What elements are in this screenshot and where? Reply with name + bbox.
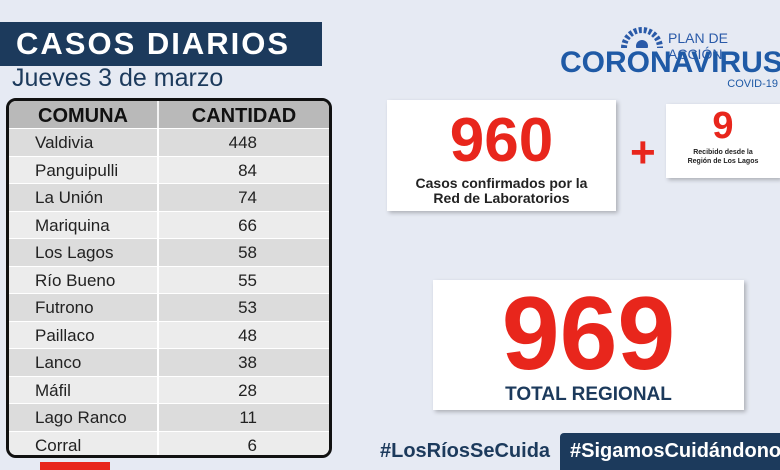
hashtag: #SigamosCuidándonos	[570, 440, 780, 462]
divider	[157, 404, 159, 432]
table-row: Lago Ranco 11	[9, 403, 329, 432]
table-row: Los Lagos 58	[9, 238, 329, 267]
table: COMUNA CANTIDAD Valdivia 448 Panguipulli 84…	[6, 98, 332, 458]
column-header: CANTIDAD	[159, 101, 329, 128]
divider	[157, 156, 159, 184]
table-row: Máfil 28	[9, 375, 329, 404]
comuna: Corral	[35, 435, 82, 455]
cantidad: 53	[238, 298, 257, 317]
divider	[157, 431, 159, 455]
divider	[157, 239, 159, 267]
other-line: Recibido desde la	[693, 149, 753, 156]
plus-sign: +	[630, 128, 656, 177]
table-row: Mariquina 66	[9, 210, 329, 239]
divider	[157, 184, 159, 212]
total-value: 969	[501, 276, 676, 392]
cantidad: 48	[238, 325, 257, 345]
divider	[157, 294, 159, 322]
other-line: Región de Los Lagos	[687, 158, 759, 165]
logo-icon	[620, 24, 664, 52]
comuna: Valdivia	[35, 133, 94, 152]
table-row: Valdivia 448	[9, 128, 329, 157]
table-row: Corral 6	[9, 430, 329, 455]
cantidad: 74	[238, 188, 257, 207]
table-row: Paillaco 48	[9, 320, 329, 349]
date: Jueves 3 de marzo	[12, 64, 224, 92]
cantidad: 28	[238, 380, 257, 400]
cantidad: 55	[238, 270, 257, 290]
divider	[157, 321, 159, 349]
cantidad: 448	[228, 133, 257, 152]
other-box: 9 Recibido desde la Región de Los Lagos	[666, 104, 780, 178]
hashtag: #LosRíosSeCuida	[380, 440, 551, 462]
divider	[157, 349, 159, 377]
divider	[157, 211, 159, 239]
lab-line: Red de Laboratorios	[433, 190, 570, 206]
logo-plan: PLAN DE ACCIÓN	[668, 30, 728, 62]
header-title: CASOS DIARIOS	[0, 22, 322, 66]
cantidad: 84	[238, 160, 257, 180]
logo-graphic	[621, 27, 663, 52]
logo-name: CORONAVIRUS	[560, 46, 780, 79]
lab-value: 960	[449, 106, 554, 175]
accent-bar	[40, 462, 110, 470]
lab-label: Casos confirmados por la Red de Laborato…	[387, 176, 616, 206]
comuna: Lanco	[35, 353, 82, 372]
divider	[157, 266, 159, 294]
lab-box: 960 Casos confirmados por la Red de Labo…	[387, 100, 616, 211]
comuna: La Unión	[35, 188, 104, 207]
divider	[157, 376, 159, 404]
comuna: Futrono	[35, 298, 94, 317]
comuna: Mariquina	[35, 215, 110, 235]
hashtag-box: #SigamosCuidándonos	[560, 433, 780, 470]
divider	[157, 129, 159, 157]
logo-sub: COVID-19	[727, 78, 778, 90]
comuna: Paillaco	[35, 325, 95, 345]
other-label: Recibido desde la Región de Los Lagos	[666, 148, 780, 166]
table-row: Futrono 53	[9, 293, 329, 322]
table-row: Río Bueno 55	[9, 265, 329, 294]
comuna: Panguipulli	[35, 160, 119, 180]
cantidad: 38	[238, 353, 257, 372]
total-label: TOTAL REGIONAL	[505, 384, 672, 405]
cantidad: 11	[239, 408, 257, 427]
cantidad: 6	[247, 435, 257, 455]
comuna: Río Bueno	[35, 270, 116, 290]
table-row: La Unión 74	[9, 183, 329, 212]
column-header: COMUNA	[9, 101, 157, 128]
comuna: Máfil	[35, 380, 71, 400]
cantidad: 58	[238, 243, 257, 262]
other-value: 9	[712, 105, 734, 147]
table-row: Panguipulli 84	[9, 155, 329, 184]
total-box: 969 TOTAL REGIONAL	[433, 280, 744, 410]
table-row: Lanco 38	[9, 348, 329, 377]
lab-line: Casos confirmados por la	[415, 175, 588, 191]
comuna: Lago Ranco	[35, 408, 127, 427]
comuna: Los Lagos	[35, 243, 114, 262]
cantidad: 66	[238, 215, 257, 235]
